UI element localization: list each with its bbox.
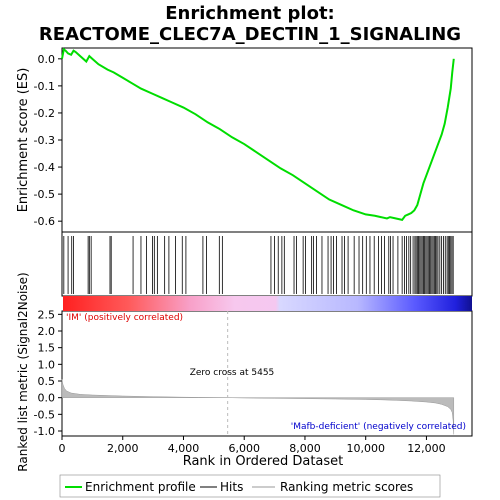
metric-axis-label: Ranked list metric (Signal2Noise) <box>16 272 30 471</box>
es-tick-label: -0.6 <box>34 215 55 228</box>
es-tick-label: -0.4 <box>34 161 55 174</box>
x-tick-label: 2,000 <box>107 442 139 455</box>
metric-tick-label: -0.5 <box>34 408 55 421</box>
rank-color-band <box>63 296 472 311</box>
es-tick-label: -0.5 <box>34 188 55 201</box>
x-tick-label: 12,000 <box>407 442 446 455</box>
x-axis-label: Rank in Ordered Dataset <box>183 454 344 469</box>
enrichment-profile-line <box>61 47 455 221</box>
x-tick-label: 10,000 <box>346 442 385 455</box>
es-tick-label: -0.1 <box>34 80 55 93</box>
metric-tick-label: 0.5 <box>38 375 56 388</box>
es-axis-label: Enrichment score (ES) <box>16 68 31 213</box>
x-tick-label: 6,000 <box>228 442 260 455</box>
metric-axis-ticks: 2.5 2.0 1.5 1.0 0.5 0.0 -0.5 -1.0 <box>34 308 62 438</box>
hit-markers <box>63 236 454 294</box>
metric-tick-label: 2.0 <box>38 325 56 338</box>
zero-cross-label: Zero cross at 5455 <box>190 368 275 378</box>
positive-correlation-label: 'IM' (positively correlated) <box>66 313 183 323</box>
es-panel-frame <box>61 47 473 233</box>
negative-correlation-label: 'Mafb-deficient' (negatively correlated) <box>291 422 466 432</box>
metric-tick-label: 0.0 <box>38 392 56 405</box>
x-tick-label: 4,000 <box>168 442 200 455</box>
es-axis-ticks: 0.0 -0.1 -0.2 -0.3 -0.4 -0.5 -0.6 <box>34 53 62 228</box>
es-tick-label: 0.0 <box>38 53 56 66</box>
legend-profile-label: Enrichment profile <box>85 480 196 494</box>
metric-tick-label: 2.5 <box>38 308 56 321</box>
chart-title-line1: Enrichment plot: <box>165 3 335 24</box>
x-tick-label: 0 <box>59 442 66 455</box>
es-tick-label: -0.3 <box>34 134 55 147</box>
x-axis-ticks: 0 2,000 4,000 6,000 8,000 10,000 12,000 <box>59 436 446 455</box>
x-tick-label: 8,000 <box>289 442 321 455</box>
chart-title-line2: REACTOME_CLEC7A_DECTIN_1_SIGNALING <box>39 24 461 45</box>
metric-tick-label: 1.0 <box>38 358 56 371</box>
legend-metric-label: Ranking metric scores <box>280 480 413 494</box>
es-tick-label: -0.2 <box>34 107 55 120</box>
legend-hits-label: Hits <box>220 480 243 494</box>
ranking-metric-area <box>61 379 455 435</box>
metric-tick-label: -1.0 <box>34 425 55 438</box>
metric-tick-label: 1.5 <box>38 342 56 355</box>
legend-box <box>59 474 441 498</box>
